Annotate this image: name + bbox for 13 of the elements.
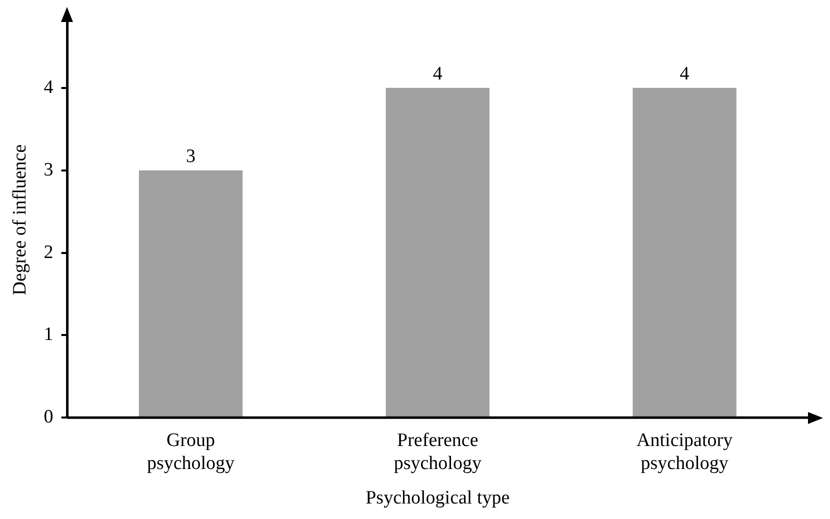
y-tick-label: 4	[44, 76, 54, 98]
y-tick-label: 2	[44, 242, 54, 263]
x-tick-label: Group psychology	[146, 430, 236, 474]
y-tick-label: 3	[44, 159, 54, 180]
data-label: 4	[680, 63, 690, 84]
x-tick-label: Anticipatory psychology	[636, 430, 734, 474]
y-tick-label: 1	[44, 324, 54, 346]
data-label: 3	[186, 146, 196, 167]
y-axis-title: Degree of influence	[9, 144, 30, 296]
x-tick-label: Preference psychology	[394, 430, 482, 474]
y-tick-label: 0	[44, 406, 54, 428]
x-axis-title: Psychological type	[366, 488, 510, 509]
data-label: 4	[432, 63, 443, 84]
